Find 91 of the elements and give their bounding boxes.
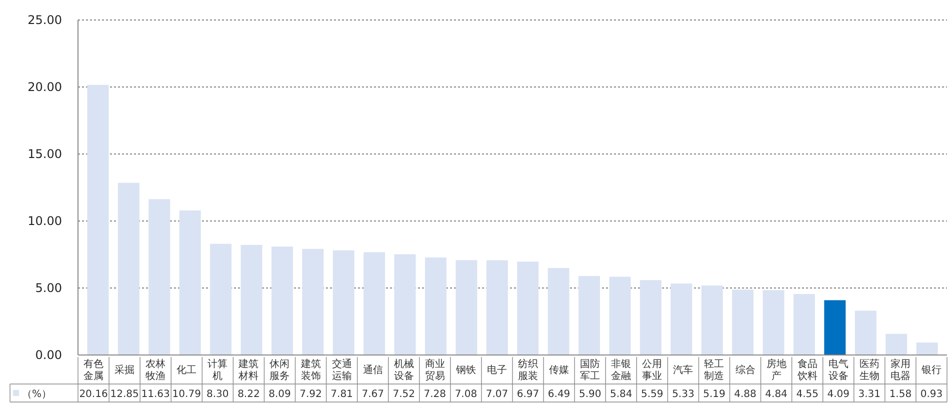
data-label: 4.88 [734, 389, 756, 400]
bar [609, 276, 631, 355]
bar [578, 276, 600, 355]
data-label: 7.67 [362, 389, 384, 400]
bar [456, 260, 478, 355]
x-tick-label: 建筑装饰 [300, 358, 321, 382]
bar [762, 290, 784, 355]
bar [732, 290, 754, 355]
bar [87, 84, 109, 355]
x-tick-label: 汽车 [673, 364, 694, 376]
bar [854, 310, 876, 355]
bar [240, 244, 262, 355]
data-label: 5.33 [672, 389, 694, 400]
bar [548, 268, 570, 355]
data-label: 8.22 [238, 389, 260, 400]
bar [916, 342, 938, 355]
bar [424, 257, 446, 355]
x-tick-label: 通信 [362, 364, 383, 376]
data-label: 5.84 [610, 389, 632, 400]
bar [271, 246, 293, 355]
x-tick-label: 计算机 [208, 358, 228, 382]
bar [486, 260, 508, 355]
data-label: 11.63 [141, 389, 170, 400]
data-label: 8.09 [268, 389, 291, 400]
data-label: 4.84 [765, 389, 788, 400]
data-label: 7.52 [392, 389, 416, 400]
bar [517, 262, 539, 355]
x-tick-label: 食品饮料 [796, 358, 818, 382]
y-tick-label: 25.00 [28, 13, 62, 28]
data-label: 5.19 [703, 389, 726, 400]
data-label: 5.59 [641, 389, 664, 400]
x-tick-label: 休闲服务 [270, 358, 290, 382]
x-tick-label: 公用事业 [642, 358, 662, 382]
y-tick-label: 10.00 [28, 214, 62, 228]
data-label: 1.58 [889, 389, 912, 400]
x-tick-label: 交通运输 [332, 358, 352, 382]
x-tick-label: 建筑材料 [238, 358, 259, 382]
data-label: 5.90 [578, 389, 602, 400]
bar [118, 182, 140, 355]
data-label: 20.16 [79, 389, 108, 400]
x-tick-label: 采掘 [114, 364, 135, 376]
bar [824, 300, 846, 355]
data-label: 4.09 [827, 389, 850, 400]
x-tick-label: 银行 [920, 365, 942, 376]
x-tick-label: 传媒 [549, 365, 570, 376]
bar [886, 334, 908, 355]
bar [364, 252, 386, 355]
bar [179, 210, 201, 355]
data-label: 10.79 [172, 389, 201, 400]
data-label: 0.93 [920, 389, 943, 400]
y-tick-label: 15.00 [28, 147, 62, 162]
x-tick-label: 机械设备 [394, 358, 414, 382]
data-label: 12.85 [110, 389, 139, 400]
x-tick-label: 电气设备 [828, 358, 848, 382]
bar [148, 199, 170, 355]
y-tick-label: 5.00 [35, 281, 62, 296]
data-label: 7.08 [454, 389, 478, 400]
data-label: 6.97 [516, 389, 540, 400]
x-tick-label: 国防军工 [580, 358, 600, 382]
bar [640, 280, 662, 355]
x-tick-label: 有色金属 [84, 358, 104, 382]
x-tick-label: 房地产 [766, 358, 786, 382]
x-tick-label: 商业贸易 [424, 358, 445, 382]
data-label: 7.92 [300, 389, 322, 400]
x-tick-label: 医药生物 [859, 358, 880, 382]
bar [701, 285, 723, 355]
x-tick-label: 钢铁 [454, 364, 476, 376]
bar [670, 284, 692, 355]
x-tick-label: 轻工制造 [704, 358, 724, 382]
x-tick-label: 综合 [735, 364, 756, 376]
data-label: 7.28 [424, 389, 446, 400]
data-label: 4.55 [796, 389, 818, 400]
y-tick-label: 20.00 [28, 80, 62, 94]
x-tick-label: 化工 [176, 364, 197, 376]
legend-label: （%） [22, 389, 52, 400]
x-tick-label: 非银金融 [611, 358, 632, 382]
x-tick-label: 电子 [486, 364, 507, 376]
bar [332, 250, 354, 355]
bar [394, 254, 416, 355]
data-label: 6.49 [548, 389, 570, 400]
x-tick-label: 纺织服装 [518, 358, 538, 382]
x-tick-label: 农林牧渔 [146, 358, 166, 382]
data-label: 3.31 [858, 389, 881, 400]
data-label: 7.81 [330, 389, 353, 400]
bar [210, 244, 232, 355]
data-label: 7.07 [486, 389, 508, 400]
data-label: 8.30 [206, 389, 229, 400]
y-tick-label: 0.00 [35, 348, 62, 362]
bar [793, 294, 815, 355]
x-tick-label: 家用电器 [890, 358, 910, 382]
bar [302, 248, 324, 355]
